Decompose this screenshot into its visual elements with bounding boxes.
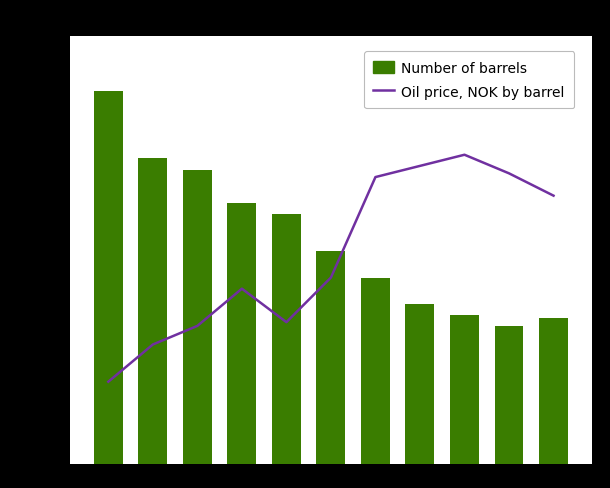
Bar: [183, 170, 212, 464]
Bar: [495, 326, 523, 464]
Bar: [406, 304, 434, 464]
Bar: [450, 315, 479, 464]
Bar: [361, 278, 390, 464]
Bar: [228, 203, 256, 464]
Bar: [94, 92, 123, 464]
Legend: Number of barrels, Oil price, NOK by barrel: Number of barrels, Oil price, NOK by bar…: [364, 52, 575, 109]
Bar: [138, 159, 167, 464]
Bar: [272, 215, 301, 464]
Bar: [317, 252, 345, 464]
Bar: [539, 319, 568, 464]
